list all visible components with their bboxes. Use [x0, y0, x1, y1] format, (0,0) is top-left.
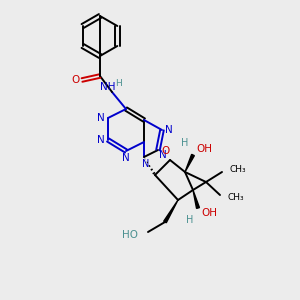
Text: OH: OH	[201, 208, 217, 218]
Text: NH: NH	[100, 82, 116, 92]
Text: H: H	[181, 138, 189, 148]
Text: O: O	[161, 146, 169, 156]
Text: HO: HO	[122, 230, 138, 240]
Polygon shape	[193, 190, 200, 208]
Text: H: H	[115, 79, 122, 88]
Text: OH: OH	[196, 144, 212, 154]
Text: O: O	[72, 75, 80, 85]
Text: N: N	[142, 159, 150, 169]
Text: N: N	[122, 153, 130, 163]
Text: CH₃: CH₃	[228, 193, 244, 202]
Text: CH₃: CH₃	[230, 166, 247, 175]
Text: N: N	[159, 150, 167, 160]
Polygon shape	[185, 154, 194, 172]
Text: H: H	[186, 215, 194, 225]
Text: N: N	[97, 135, 105, 145]
Text: N: N	[165, 125, 173, 135]
Polygon shape	[164, 200, 178, 223]
Text: N: N	[97, 113, 105, 123]
